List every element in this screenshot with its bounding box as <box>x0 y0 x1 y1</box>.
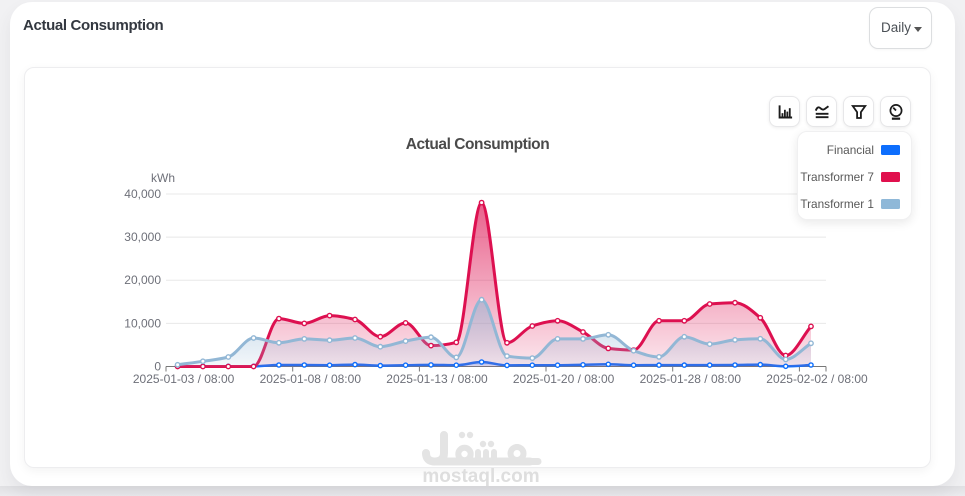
svg-text:2025-01-13 / 08:00: 2025-01-13 / 08:00 <box>386 372 488 386</box>
svg-text:40,000: 40,000 <box>124 187 161 201</box>
svg-text:Actual Consumption: Actual Consumption <box>406 136 549 153</box>
svg-text:20,000: 20,000 <box>124 273 161 287</box>
svg-text:2025-01-03 / 08:00: 2025-01-03 / 08:00 <box>133 372 235 386</box>
svg-text:30,000: 30,000 <box>124 230 161 244</box>
svg-text:2025-02-02 / 08:00: 2025-02-02 / 08:00 <box>766 372 868 386</box>
svg-text:2025-01-08 / 08:00: 2025-01-08 / 08:00 <box>260 372 362 386</box>
svg-text:10,000: 10,000 <box>124 316 161 330</box>
svg-text:kWh: kWh <box>151 171 175 185</box>
svg-text:mostaql.com: mostaql.com <box>422 466 539 487</box>
svg-text:0: 0 <box>154 360 161 374</box>
svg-text:2025-01-20 / 08:00: 2025-01-20 / 08:00 <box>513 372 615 386</box>
svg-text:2025-01-28 / 08:00: 2025-01-28 / 08:00 <box>640 372 742 386</box>
